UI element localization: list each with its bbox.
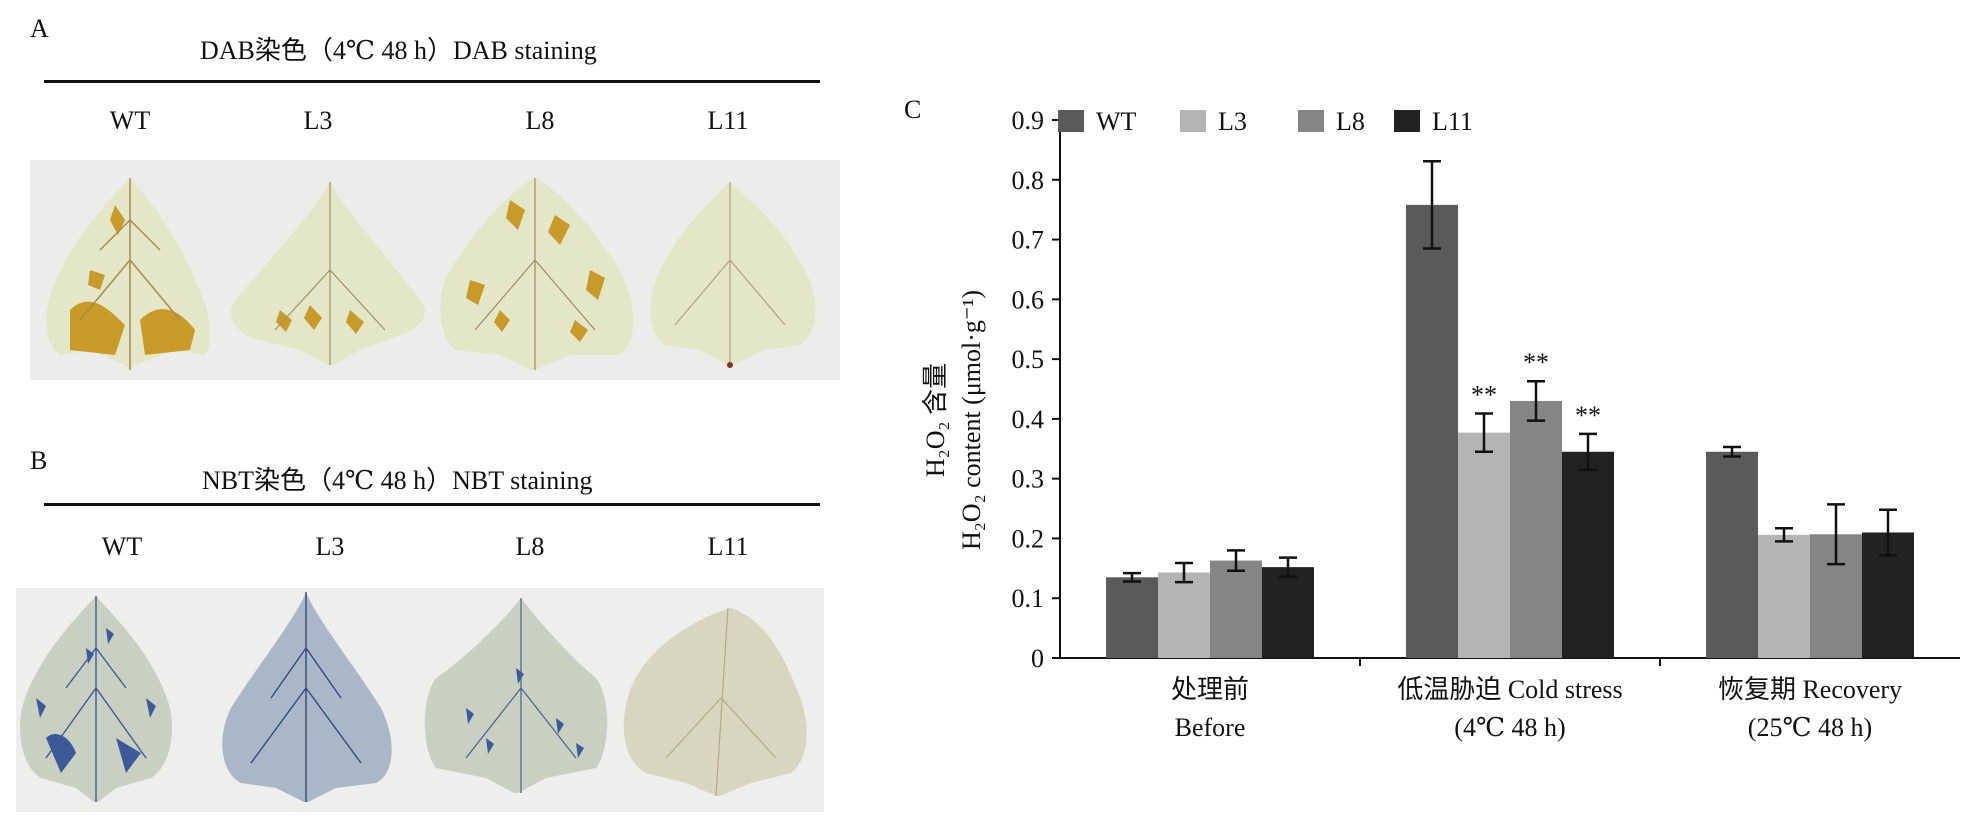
bar-l11 [1262, 567, 1314, 658]
dab-label-wt: WT [109, 106, 151, 135]
dab-leaf-l8 [440, 178, 634, 370]
legend-label-l8: L8 [1336, 107, 1365, 136]
x-category-label: Before [1175, 713, 1246, 742]
significance-marker: ** [1471, 381, 1497, 410]
nbt-label-wt: WT [101, 532, 143, 561]
nbt-label-l8: L8 [515, 532, 545, 561]
dab-title-rule [44, 80, 820, 83]
y-axis-title-en: H₂O₂ content (μmol·g⁻¹) [957, 290, 986, 550]
legend-label-l11: L11 [1432, 107, 1473, 136]
y-tick-label: 0.2 [1012, 524, 1045, 553]
dab-leaf-wt [46, 178, 211, 370]
nbt-leaf-l11 [623, 607, 807, 797]
nbt-leaf-images [16, 588, 824, 812]
y-tick-label: 0.1 [1012, 584, 1045, 613]
bar-wt [1106, 577, 1158, 658]
h2o2-bar-chart: C 0 0.1 0.2 0.3 0.4 0.5 0.6 0.7 0.8 0.9 处理前 Before… [904, 95, 1960, 742]
legend-label-l3: L3 [1218, 107, 1247, 136]
nbt-leaf-wt [20, 596, 172, 802]
dab-label-l8: L8 [525, 106, 555, 135]
y-tick-label: 0.4 [1012, 405, 1045, 434]
y-tick-label: 0.3 [1012, 465, 1045, 494]
bar-series [1106, 204, 1914, 658]
dab-label-l3: L3 [303, 106, 333, 135]
legend-label-wt: WT [1096, 107, 1137, 136]
nbt-leaf-l8 [424, 598, 608, 793]
y-tick-label: 0.5 [1012, 345, 1045, 374]
bar-l3 [1158, 572, 1210, 658]
legend-swatch-l3 [1180, 110, 1206, 132]
nbt-label-l11: L11 [707, 532, 749, 561]
legend: WT L3 L8 L11 [1058, 107, 1473, 136]
significance-annotations: ** ** ** [1471, 348, 1601, 430]
dab-leaf-l11 [650, 182, 816, 368]
bar-l8 [1210, 560, 1262, 658]
dab-staining-title: DAB染色（4℃ 48 h）DAB staining [200, 36, 597, 65]
panel-a-letter: A [30, 14, 49, 43]
y-tick-label: 0.8 [1012, 166, 1045, 195]
significance-marker: ** [1523, 348, 1549, 377]
bar-l11 [1562, 451, 1614, 658]
dab-leaf-l3 [231, 182, 425, 365]
x-category-label: (4℃ 48 h) [1454, 713, 1565, 742]
nbt-leaf-l3 [222, 592, 392, 802]
bar-wt [1406, 204, 1458, 658]
y-tick-label: 0.7 [1012, 226, 1045, 255]
x-axis: 处理前 Before 低温胁迫 Cold stress (4℃ 48 h) 恢复期 Re… [1060, 657, 1960, 742]
legend-swatch-l11 [1394, 110, 1420, 132]
bar-l3 [1758, 534, 1810, 658]
bar-wt [1706, 451, 1758, 658]
x-category-label: 低温胁迫 Cold stress [1397, 675, 1622, 704]
bar-l8 [1510, 400, 1562, 658]
error-bars [1123, 159, 1897, 584]
y-tick-label: 0.9 [1012, 106, 1045, 135]
y-tick-label: 0 [1031, 644, 1044, 673]
significance-marker: ** [1575, 401, 1601, 430]
panel-b-letter: B [30, 446, 48, 475]
y-tick-label: 0.6 [1012, 285, 1045, 314]
x-category-label: 处理前 [1171, 675, 1249, 704]
x-category-label: 恢复期 Recovery [1718, 675, 1902, 704]
bar-l3 [1458, 432, 1510, 658]
nbt-staining-title: NBT染色（4℃ 48 h）NBT staining [202, 466, 593, 495]
legend-swatch-l8 [1298, 110, 1324, 132]
dab-leaf-images [30, 160, 840, 380]
nbt-label-l3: L3 [315, 532, 345, 561]
y-axis-title: H₂O₂ 含量 H₂O₂ content (μmol·g⁻¹) [921, 290, 986, 550]
panel-c-letter: C [904, 95, 921, 124]
dab-label-l11: L11 [707, 106, 749, 135]
nbt-title-rule [44, 503, 820, 506]
y-axis: 0 0.1 0.2 0.3 0.4 0.5 0.6 0.7 0.8 0.9 [1012, 106, 1061, 673]
y-axis-title-cn: H₂O₂ 含量 [921, 363, 950, 477]
x-category-label: (25℃ 48 h) [1748, 713, 1872, 742]
legend-swatch-wt [1058, 110, 1084, 132]
